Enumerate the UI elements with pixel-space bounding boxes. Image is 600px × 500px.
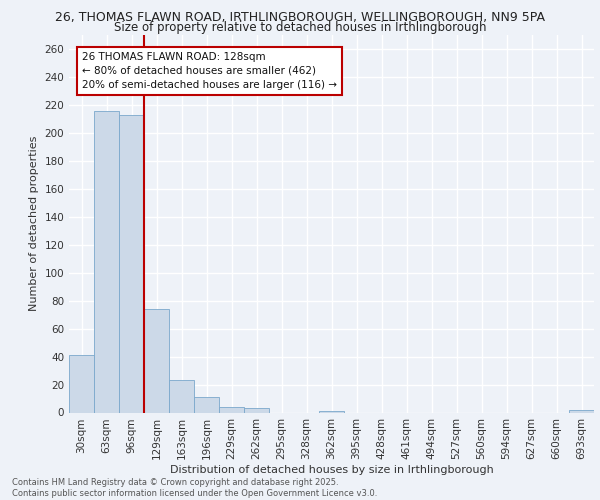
Bar — [145, 309, 169, 412]
Text: Contains HM Land Registry data © Crown copyright and database right 2025.
Contai: Contains HM Land Registry data © Crown c… — [12, 478, 377, 498]
Text: 26 THOMAS FLAWN ROAD: 128sqm
← 80% of detached houses are smaller (462)
20% of s: 26 THOMAS FLAWN ROAD: 128sqm ← 80% of de… — [82, 52, 337, 90]
Text: Size of property relative to detached houses in Irthlingborough: Size of property relative to detached ho… — [114, 21, 486, 34]
Text: 26, THOMAS FLAWN ROAD, IRTHLINGBOROUGH, WELLINGBOROUGH, NN9 5PA: 26, THOMAS FLAWN ROAD, IRTHLINGBOROUGH, … — [55, 11, 545, 24]
Bar — [169, 380, 194, 412]
Bar — [94, 110, 119, 412]
X-axis label: Distribution of detached houses by size in Irthlingborough: Distribution of detached houses by size … — [170, 465, 493, 475]
Bar — [220, 407, 244, 412]
Bar — [244, 408, 269, 412]
Bar — [569, 410, 593, 412]
Bar — [119, 114, 143, 412]
Bar — [319, 411, 344, 412]
Y-axis label: Number of detached properties: Number of detached properties — [29, 136, 39, 312]
Bar — [70, 355, 94, 412]
Bar — [194, 397, 218, 412]
